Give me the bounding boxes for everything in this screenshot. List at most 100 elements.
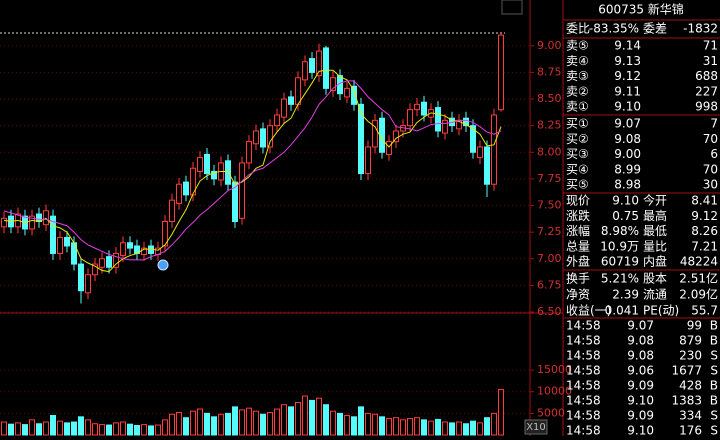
volume-bar	[204, 412, 210, 436]
panel-text: 9.10	[614, 100, 641, 114]
panel-text: 买④	[566, 162, 589, 176]
panel-text: B	[710, 319, 718, 333]
panel-text: 最低	[643, 224, 667, 238]
candle-body	[225, 160, 231, 185]
panel-text: 14:58	[566, 319, 601, 333]
volume-bar	[407, 418, 413, 436]
volume-bar	[477, 422, 483, 436]
volume-bar	[162, 419, 168, 436]
volume-bar	[253, 410, 259, 436]
panel-text: 230	[679, 349, 702, 363]
panel-text: S	[710, 409, 718, 423]
candle-body	[176, 183, 182, 204]
panel-text: 9.00	[614, 147, 641, 161]
panel-text: 换手	[566, 272, 590, 286]
candle-body	[246, 141, 252, 164]
volume-bar	[393, 417, 399, 436]
panel-separators	[563, 19, 720, 319]
candle-body	[120, 242, 126, 257]
panel-text: 流通	[643, 288, 667, 302]
volume-bar	[120, 421, 126, 436]
panel-text: S	[710, 349, 718, 363]
volume-bar	[288, 406, 294, 436]
panel-text: 9.10	[627, 394, 654, 408]
panel-text: 9.06	[627, 364, 654, 378]
panel-text: 买②	[566, 132, 589, 146]
candle-body	[78, 263, 84, 292]
volume-bar	[134, 424, 140, 436]
candle-body	[491, 114, 497, 185]
candle-body	[232, 181, 238, 222]
panel-button[interactable]	[501, 0, 523, 15]
panel-text: 内盘	[643, 254, 667, 269]
y-tick-label: 10000	[537, 385, 572, 398]
y-tick-label: 8.75	[537, 65, 562, 78]
volume-bar	[225, 412, 231, 436]
candle-body	[442, 119, 448, 134]
panel-text: 涨幅	[566, 223, 590, 238]
candle-body	[162, 220, 168, 247]
panel-text: 10.9万	[600, 239, 639, 253]
candle-body	[414, 103, 420, 111]
candle-body	[379, 117, 385, 153]
candle-body	[393, 130, 399, 143]
panel-text: 71	[703, 39, 718, 53]
panel-text: 7.21	[691, 239, 718, 253]
volume-bar	[99, 424, 105, 436]
panel-text: 14:58	[566, 394, 601, 408]
volume-bar	[169, 413, 175, 436]
y-tick-label: 6.75	[537, 278, 562, 291]
panel-text: 净资	[566, 288, 590, 302]
volume-bar	[183, 417, 189, 436]
volume-bar	[337, 412, 343, 436]
panel-text: 60719	[601, 255, 639, 269]
panel-text: B	[710, 394, 718, 408]
volume-bar	[414, 417, 420, 436]
volume-bar	[78, 416, 84, 436]
y-tick-label: 7.50	[537, 199, 562, 212]
volume-bar	[358, 406, 364, 436]
panel-text: 14:58	[566, 364, 601, 378]
candle-body	[407, 109, 413, 127]
volume-bar	[8, 423, 14, 436]
volume-bar	[64, 422, 70, 436]
volume-bar	[428, 420, 434, 436]
candle-body	[260, 128, 266, 148]
panel-text: 70	[703, 162, 718, 176]
panel-text: 卖①	[566, 100, 589, 114]
volume-bar	[148, 425, 154, 436]
panel-text: 8.98	[614, 178, 641, 192]
candle-body	[85, 274, 91, 294]
volume-bar	[442, 421, 448, 436]
candle-body	[330, 77, 336, 92]
candle-body	[435, 107, 441, 132]
y-tick-label: 9.00	[537, 39, 562, 52]
panel-text: 委比	[566, 22, 590, 36]
panel-text: 卖④	[566, 54, 589, 68]
panel-text: S	[710, 364, 718, 378]
panel-text: 8.98%	[601, 224, 639, 238]
panel-text: 0.041	[605, 304, 639, 318]
panel-text: 9.11	[614, 84, 641, 98]
panel-text: 1383	[671, 394, 702, 408]
panel-text: 外盘	[566, 254, 590, 269]
candle-body	[421, 101, 427, 116]
candle-body	[498, 34, 504, 111]
volume-bar	[232, 406, 238, 436]
candle-body	[281, 98, 287, 118]
panel-text: 1677	[671, 364, 702, 378]
volume-bar	[127, 423, 133, 436]
volume-bar	[239, 409, 245, 436]
candle-body	[344, 87, 350, 98]
volume-bar	[379, 416, 385, 436]
volume-bar	[491, 412, 497, 436]
panel-text: 70	[703, 132, 718, 146]
panel-text: 9.09	[627, 379, 654, 393]
panel-text: 5.21%	[601, 272, 639, 286]
candle-body	[106, 256, 112, 268]
candle-body	[1, 217, 7, 228]
candle-body	[57, 236, 63, 254]
panel-text: 卖⑤	[566, 39, 589, 53]
candle-body	[253, 130, 259, 145]
